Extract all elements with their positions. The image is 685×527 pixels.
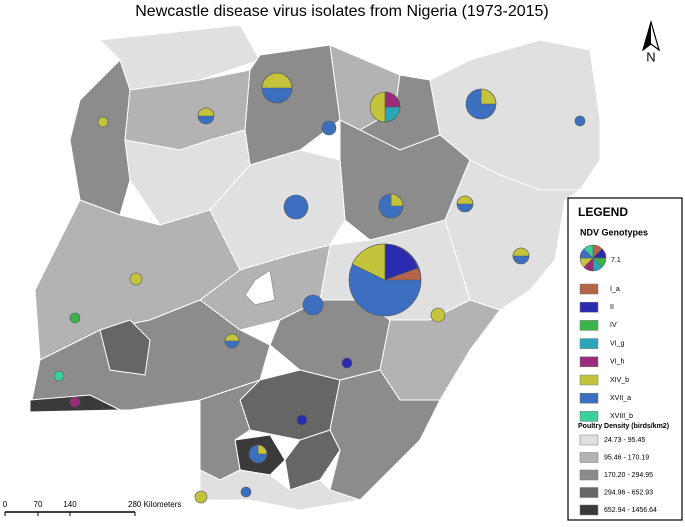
lake bbox=[244, 269, 276, 306]
legend-sample-label: 7.1 bbox=[611, 257, 621, 264]
state bbox=[244, 44, 341, 166]
state bbox=[99, 319, 151, 376]
legend-sample-slice bbox=[583, 244, 594, 259]
scale-label: 140 bbox=[63, 500, 77, 509]
pie bbox=[129, 272, 143, 286]
legend-swatch bbox=[579, 469, 599, 481]
legend-label: VI_h bbox=[610, 359, 625, 366]
legend-label: 294.96 - 652.93 bbox=[604, 489, 653, 496]
legend-label: I_a bbox=[610, 286, 620, 293]
state bbox=[199, 469, 361, 511]
pie-slice bbox=[512, 247, 530, 257]
legend-label: IV bbox=[610, 322, 617, 329]
scale-label: 0 bbox=[3, 500, 8, 509]
pie-slice bbox=[351, 243, 386, 281]
legend-density-title: Poultry Density (birds/km2) bbox=[578, 423, 669, 430]
pie bbox=[321, 120, 337, 136]
legend-label: XVIII_b bbox=[610, 413, 633, 420]
pie bbox=[430, 307, 446, 323]
legend-swatch bbox=[579, 392, 599, 404]
pie-slice bbox=[257, 444, 268, 455]
pie bbox=[283, 194, 309, 220]
legend-swatch bbox=[579, 301, 599, 313]
legend-genotypes-title: NDV Genotypes bbox=[580, 227, 648, 237]
legend-label: 95.46 - 170.19 bbox=[604, 454, 649, 461]
pie-slice bbox=[224, 333, 240, 342]
pie-slice bbox=[390, 193, 404, 207]
legend-swatch bbox=[579, 320, 599, 331]
legend-swatch bbox=[579, 374, 599, 386]
state bbox=[329, 369, 441, 501]
legend-swatch bbox=[579, 487, 599, 498]
north-label: N bbox=[646, 49, 655, 64]
legend-swatch bbox=[579, 356, 599, 368]
state bbox=[69, 59, 131, 216]
pie-slice bbox=[384, 106, 401, 123]
legend-label: 24.73 - 95.45 bbox=[604, 437, 645, 444]
pie bbox=[69, 396, 81, 408]
legend-label: XVII_a bbox=[610, 395, 631, 402]
pie bbox=[240, 486, 252, 498]
isolate-pies bbox=[53, 72, 586, 504]
pie bbox=[194, 490, 208, 504]
legend-label: XIV_b bbox=[610, 377, 629, 384]
states bbox=[29, 24, 601, 511]
legend-swatch bbox=[579, 504, 599, 516]
pie-slice bbox=[384, 267, 422, 281]
pie bbox=[53, 370, 65, 382]
scale-bar: 0 70 140 280 Kilometers bbox=[3, 500, 181, 516]
legend-label: 652.94 - 1456.64 bbox=[604, 507, 657, 514]
pie-slice bbox=[480, 88, 497, 105]
scale-label: 280 Kilometers bbox=[128, 500, 181, 509]
pie bbox=[302, 294, 324, 316]
pie-slice bbox=[197, 107, 215, 117]
legend-swatch bbox=[579, 338, 599, 349]
legend-swatch bbox=[579, 452, 599, 463]
pie bbox=[296, 414, 308, 426]
map-title: Newcastle disease virus isolates from Ni… bbox=[135, 3, 549, 20]
pie-slice bbox=[261, 72, 293, 89]
pie bbox=[574, 115, 586, 127]
legend-label: II bbox=[610, 304, 614, 311]
pie bbox=[341, 357, 353, 369]
legend-label: VI_g bbox=[610, 340, 625, 347]
pie bbox=[69, 312, 81, 324]
scale-label: 70 bbox=[34, 500, 43, 509]
legend-label: 170.20 - 294.95 bbox=[604, 472, 653, 479]
north-arrow: N bbox=[641, 19, 661, 64]
legend-swatch bbox=[579, 434, 599, 446]
pie bbox=[97, 116, 109, 128]
pie-slice bbox=[456, 195, 474, 205]
legend-swatch bbox=[579, 411, 599, 422]
north-arrow-half bbox=[643, 22, 651, 50]
legend: LEGEND NDV Genotypes 7.1 Poultry Density… bbox=[578, 205, 669, 516]
legend-title: LEGEND bbox=[578, 205, 628, 219]
legend-swatch bbox=[579, 283, 599, 295]
